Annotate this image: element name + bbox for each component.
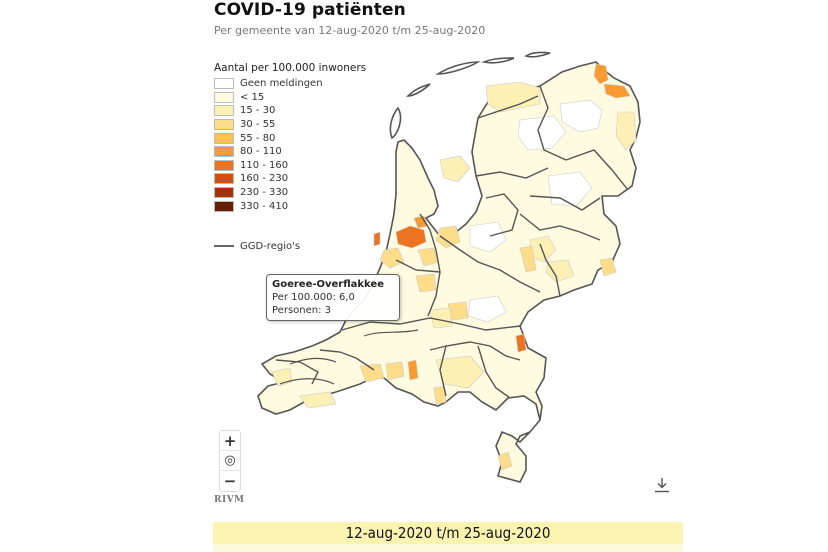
legend-label: Geen meldingen [240, 78, 323, 90]
legend-swatch [214, 173, 234, 185]
legend-swatch [214, 132, 234, 144]
legend-item: 30 - 55 [214, 118, 366, 132]
legend-label: 330 - 410 [240, 200, 289, 212]
rivm-attribution: RIVM [214, 495, 245, 505]
zoom-control: + ◎ − [219, 430, 241, 492]
legend-item: 110 - 160 [214, 159, 366, 173]
legend-label: 110 - 160 [240, 159, 289, 171]
legend-label: 55 - 80 [240, 132, 276, 144]
netherlands-choropleth-map[interactable] [250, 40, 650, 490]
legend-item: 330 - 410 [214, 199, 366, 213]
legend-item: 80 - 110 [214, 145, 366, 159]
legend-label: 160 - 230 [240, 173, 289, 185]
legend-label: GGD-regio's [240, 240, 301, 252]
legend-item: Geen meldingen [214, 77, 366, 91]
legend-label: 15 - 30 [240, 105, 276, 117]
tooltip-persons: Personen: 3 [272, 305, 332, 316]
legend-item: 230 - 330 [214, 186, 366, 200]
map-legend: Aantal per 100.000 inwoners Geen melding… [214, 62, 366, 252]
zoom-in-button[interactable]: + [220, 431, 240, 451]
tooltip-per100k: Per 100.000: 6,0 [272, 292, 355, 303]
legend-swatch [214, 146, 234, 158]
download-icon[interactable] [652, 476, 672, 494]
map-tooltip: Goeree-Overflakkee Per 100.000: 6,0 Pers… [266, 274, 400, 321]
legend-swatch [214, 105, 234, 117]
legend-label: 230 - 330 [240, 187, 289, 199]
legend-swatch [214, 78, 234, 90]
page-title: COVID-19 patiënten [214, 0, 406, 20]
date-slider-track[interactable] [213, 544, 683, 552]
legend-item: 55 - 80 [214, 131, 366, 145]
legend-swatch [214, 187, 234, 199]
legend-swatch [214, 159, 234, 171]
zoom-out-button[interactable]: − [223, 472, 237, 490]
legend-swatch [214, 119, 234, 131]
legend-item: 15 - 30 [214, 104, 366, 118]
legend-label: 30 - 55 [240, 119, 276, 131]
legend-item: 160 - 230 [214, 172, 366, 186]
legend-label: 80 - 110 [240, 146, 282, 158]
ggd-line-icon [214, 245, 234, 248]
reset-view-button[interactable]: ◎ [220, 451, 240, 471]
page-subtitle: Per gemeente van 12-aug-2020 t/m 25-aug-… [214, 24, 486, 37]
legend-title: Aantal per 100.000 inwoners [214, 62, 367, 74]
date-range-bar: 12-aug-2020 t/m 25-aug-2020 [213, 522, 683, 544]
tooltip-municipality: Goeree-Overflakkee [272, 279, 384, 290]
legend-label: < 15 [240, 91, 265, 103]
legend-ggd-item: GGD-regio's [214, 241, 366, 252]
legend-swatch [214, 91, 234, 103]
legend-item: < 15 [214, 91, 366, 105]
legend-swatch [214, 200, 234, 212]
island-texel [389, 106, 402, 140]
